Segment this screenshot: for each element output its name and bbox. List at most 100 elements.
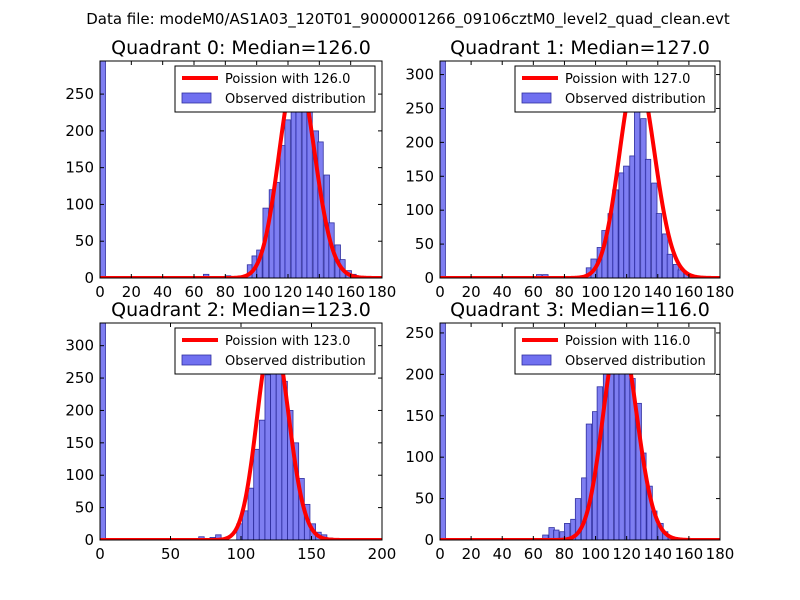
histogram-bar: [253, 448, 260, 540]
legend-bar-label: Observed distribution: [565, 354, 706, 369]
histogram-bar: [655, 213, 663, 278]
y-tick-label: 50: [415, 235, 434, 253]
x-tick-label: 140: [643, 283, 672, 301]
y-tick-label: 0: [84, 269, 94, 287]
x-tick-label: 40: [493, 283, 512, 301]
legend-bar-swatch: [521, 92, 552, 104]
y-tick-label: 50: [415, 490, 434, 508]
x-tick-label: 20: [462, 283, 481, 301]
histogram-bars: [100, 61, 357, 278]
x-tick-label: 100: [242, 283, 271, 301]
legend: Poission with 116.0 Observed distribution: [514, 327, 716, 375]
y-tick-label: 200: [65, 122, 94, 140]
histogram-bar: [666, 253, 673, 278]
histogram-bar: [553, 529, 560, 540]
histogram-bar: [634, 104, 641, 278]
x-tick-label: 40: [493, 545, 512, 563]
histogram-bar: [215, 534, 222, 540]
y-tick-label: 0: [424, 531, 434, 549]
x-tick-label: 60: [184, 283, 203, 301]
legend-box: [514, 327, 716, 375]
legend-fit-label: Poission with 123.0: [225, 334, 350, 349]
quadrant-0-plot: 0 20 40 60 80 100 120 140 160 180050100150200250Q…: [65, 37, 396, 301]
x-tick-label: 120: [274, 283, 303, 301]
y-tick-label: 100: [405, 201, 434, 219]
y-tick-label: 250: [405, 99, 434, 117]
y-tick-label: 200: [405, 365, 434, 383]
y-tick-label: 250: [405, 324, 434, 342]
x-tick-label: 40: [153, 283, 172, 301]
y-tick-label: 250: [65, 369, 94, 387]
x-tick-label: 50: [161, 545, 180, 563]
legend-fit-label: Poission with 127.0: [565, 72, 690, 87]
y-tick-label: 200: [65, 401, 94, 419]
histogram-bar: [100, 61, 106, 278]
x-tick-label: 80: [555, 545, 574, 563]
x-tick-label: 180: [706, 283, 735, 301]
x-tick-label: 80: [555, 283, 574, 301]
legend-bar-label: Observed distribution: [225, 354, 366, 369]
legend-bar-swatch: [181, 354, 212, 366]
y-tick-label: 100: [405, 448, 434, 466]
histogram-bar: [264, 374, 271, 540]
legend-box: [514, 65, 716, 113]
x-tick-label: 20: [122, 283, 141, 301]
x-tick-label: 150: [297, 545, 326, 563]
legend-box: [174, 327, 376, 375]
x-tick-label: 0: [435, 283, 445, 301]
legend-bar-swatch: [521, 354, 552, 366]
poisson-fit-line: [100, 67, 382, 278]
histogram-bars: [100, 323, 333, 540]
y-tick-label: 250: [65, 85, 94, 103]
histogram-bars: [440, 323, 675, 540]
x-tick-label: 100: [581, 283, 610, 301]
legend-box: [174, 65, 376, 113]
legend-bar-swatch: [181, 92, 212, 104]
histogram-bar: [564, 523, 571, 540]
quadrant-3-plot: 0 20 40 60 80 100 120 140 160 180050100150200250Q…: [405, 299, 734, 563]
y-tick-label: 150: [405, 167, 434, 185]
y-tick-label: 50: [75, 499, 94, 517]
x-tick-label: 100: [227, 545, 256, 563]
axes-frame: [439, 322, 721, 541]
x-tick-label: 60: [524, 545, 543, 563]
x-tick-label: 140: [305, 283, 334, 301]
x-tick-label: 120: [612, 283, 641, 301]
poisson-fit-line: [440, 330, 720, 540]
histogram-bar: [623, 165, 630, 278]
histogram-bar: [644, 158, 652, 278]
y-tick-label: 200: [405, 133, 434, 151]
legend-fit-label: Poission with 116.0: [565, 334, 690, 349]
plot-title: Quadrant 3: Median=116.0: [450, 299, 710, 321]
plot-title: Quadrant 0: Median=126.0: [111, 37, 371, 59]
histogram-bar: [440, 61, 446, 278]
quadrant-2-plot: 0 50 100 150 200 0 50 100 150 200 250 300 Quadrant 2…: [65, 299, 396, 563]
plot-title: Quadrant 1: Median=127.0: [450, 37, 710, 59]
y-tick-label: 0: [424, 269, 434, 287]
legend: Poission with 123.0 Observed distribution: [174, 327, 376, 375]
x-tick-label: 140: [643, 545, 672, 563]
histogram-bar: [618, 353, 625, 540]
x-tick-label: 100: [581, 545, 610, 563]
y-tick-label: 150: [405, 407, 434, 425]
histogram-bar: [100, 323, 106, 540]
x-tick-label: 120: [612, 545, 641, 563]
legend-bar-label: Observed distribution: [565, 92, 706, 107]
x-tick-label: 180: [706, 545, 735, 563]
figure-suptitle: Data file: modeM0/AS1A03_120T01_90000012…: [86, 10, 730, 29]
axes-frame: [439, 60, 721, 279]
y-tick-label: 300: [405, 66, 434, 84]
x-tick-label: 20: [462, 545, 481, 563]
y-tick-label: 100: [65, 195, 94, 213]
x-tick-label: 160: [675, 545, 704, 563]
plot-title: Quadrant 2: Median=123.0: [111, 299, 371, 321]
x-tick-label: 200: [368, 545, 397, 563]
y-tick-label: 100: [65, 466, 94, 484]
x-tick-label: 60: [524, 283, 543, 301]
quadrant-1-plot: 0 20 40 60 80 100 120 140 160 1800501001502002503…: [405, 37, 734, 301]
poisson-fit-line: [440, 70, 720, 278]
y-tick-label: 50: [75, 232, 94, 250]
x-tick-label: 80: [216, 283, 235, 301]
histogram-bar: [284, 119, 291, 278]
